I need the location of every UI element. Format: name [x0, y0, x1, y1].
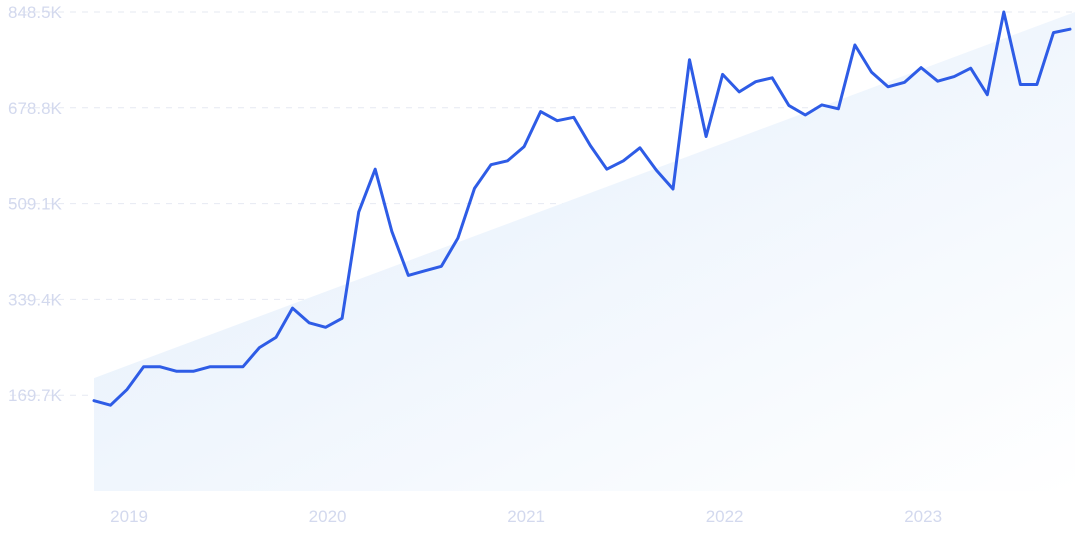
y-tick-label: 848.5K [8, 3, 63, 22]
trend-area [94, 12, 1075, 491]
x-tick-label: 2021 [507, 507, 545, 526]
y-tick-label: 339.4K [8, 290, 63, 309]
y-tick-label: 169.7K [8, 386, 63, 405]
x-tick-label: 2020 [309, 507, 347, 526]
series-line [92, 10, 1072, 407]
y-tick-label: 678.8K [8, 99, 63, 118]
x-axis-ticks: 2019 2020 2021 2022 2023 [110, 507, 942, 526]
y-tick-label: 509.1K [8, 195, 63, 214]
y-axis-ticks: 169.7K 339.4K 509.1K 678.8K 848.5K [8, 3, 63, 405]
x-tick-label: 2022 [706, 507, 744, 526]
x-tick-label: 2019 [110, 507, 148, 526]
x-tick-label: 2023 [904, 507, 942, 526]
series-line-group [92, 10, 1072, 407]
trend-area-fill [94, 12, 1075, 491]
